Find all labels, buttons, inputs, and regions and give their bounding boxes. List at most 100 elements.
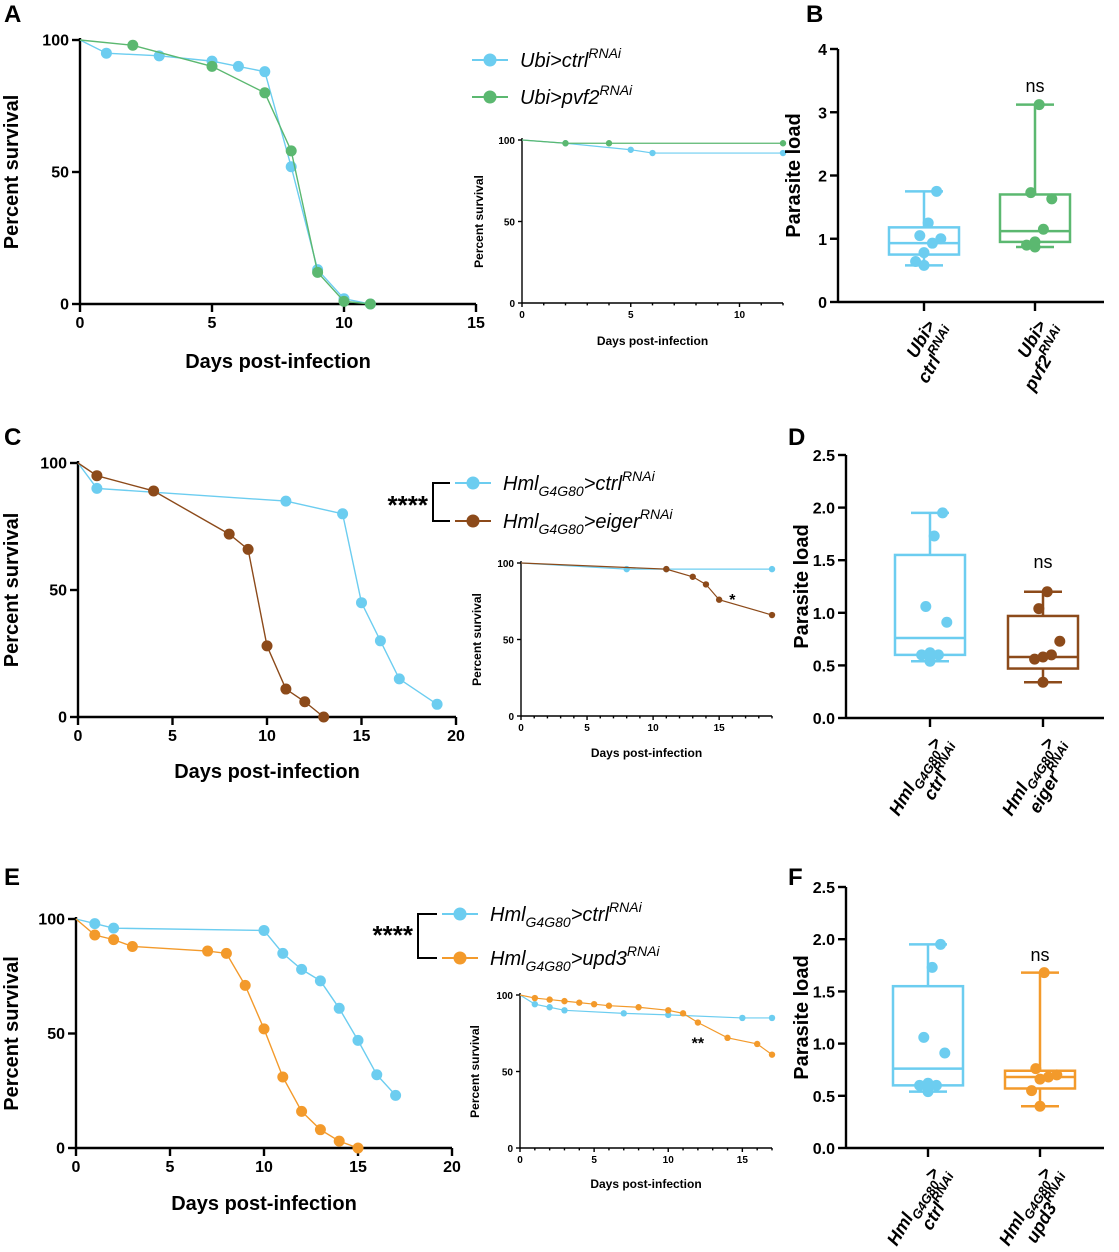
data-point	[127, 39, 139, 51]
y-tick-label: 50	[504, 217, 516, 228]
y-tick-label: 3	[818, 105, 827, 122]
data-point	[89, 929, 101, 941]
y-tick-label: 2.0	[813, 501, 835, 518]
data-point	[338, 295, 350, 307]
chart-D: 0.0 0.5 1.0 1.5 2.0 2.5 Parasite load ns HmlG4G8…	[791, 448, 1104, 819]
legend-text: Hml	[490, 904, 526, 926]
data-point	[296, 963, 308, 975]
data-point	[223, 528, 235, 540]
data-point	[89, 918, 101, 930]
legend-label: Ubi>ctrlRNAi	[520, 45, 622, 72]
data-point	[576, 999, 583, 1006]
data-point	[261, 640, 273, 652]
data-point	[562, 140, 569, 147]
data-point	[724, 1034, 731, 1042]
data-point	[922, 1077, 934, 1089]
data-point	[1037, 223, 1049, 235]
y-tick-label: 2.5	[813, 880, 835, 897]
y-tick-label: 0	[60, 297, 69, 314]
data-point	[937, 507, 949, 519]
y-tick-label: 0	[58, 710, 67, 727]
data-point	[390, 1089, 402, 1101]
data-point	[108, 922, 120, 934]
data-point	[258, 1023, 270, 1035]
legend-text: Hml	[490, 948, 526, 970]
significance-label: ****	[373, 920, 414, 950]
data-point	[627, 146, 634, 153]
y-axis-title: Percent survival	[1, 95, 23, 250]
y-tick-label: 1.0	[813, 606, 835, 623]
data-point	[314, 1124, 326, 1136]
data-point	[431, 698, 443, 710]
data-point	[920, 600, 932, 612]
x-tick-label: 0	[72, 1159, 81, 1176]
data-point	[1030, 1063, 1042, 1075]
significance-label: ns	[1033, 552, 1052, 572]
x-tick-label: 10	[258, 728, 276, 745]
y-tick-label: 50	[503, 635, 515, 646]
category-label: HmlG4G80>eigerRNAi	[998, 734, 1072, 819]
data-point	[939, 1047, 951, 1059]
significance-label: **	[692, 1036, 705, 1053]
data-point	[280, 495, 292, 507]
x-tick-label: 0	[518, 723, 524, 734]
data-point	[531, 994, 539, 1002]
y-tick-label: 2.5	[813, 448, 835, 465]
data-point	[928, 530, 940, 542]
data-point	[561, 1007, 568, 1014]
y-tick-label: 0	[507, 1144, 513, 1155]
legend-text: >ctrl	[571, 904, 610, 926]
legend-marker	[453, 907, 467, 921]
data-point	[1034, 1100, 1046, 1112]
data-point	[277, 1071, 289, 1083]
x-tick-label: 20	[443, 1159, 461, 1176]
data-point	[108, 934, 120, 946]
y-axis-title: Parasite load	[791, 524, 813, 649]
data-point	[280, 683, 292, 695]
legend-text: Hml	[503, 511, 539, 533]
legend-sub: G4G80	[539, 521, 584, 537]
legend-sub: G4G80	[526, 958, 571, 974]
data-point	[364, 298, 376, 310]
data-point	[689, 573, 696, 580]
data-point	[910, 256, 922, 268]
y-axis-title: Percent survival	[1, 956, 23, 1111]
y-tick-label: 0.5	[813, 658, 835, 675]
x-tick-label: 5	[166, 1159, 175, 1176]
data-point	[779, 149, 787, 157]
y-tick-label: 100	[38, 912, 65, 929]
y-tick-label: 100	[498, 136, 515, 147]
data-point	[1033, 603, 1045, 615]
y-tick-label: 100	[496, 991, 513, 1002]
data-point	[932, 649, 944, 661]
data-point	[663, 565, 670, 573]
y-tick-label: 1.0	[813, 1037, 835, 1054]
data-point	[924, 655, 936, 667]
legend-label: HmlG4G80>eigerRNAi	[503, 506, 673, 537]
x-tick-label: 10	[335, 315, 353, 332]
panel-label-E: E	[4, 864, 20, 891]
data-point	[202, 945, 214, 957]
panel-label-B: B	[806, 1, 823, 28]
data-point	[1038, 967, 1050, 979]
data-point	[259, 66, 271, 78]
panel-label-C: C	[4, 424, 21, 451]
y-tick-label: 100	[497, 559, 514, 570]
legend-text: Ubi>pvf2	[520, 87, 600, 109]
x-tick-label: 15	[467, 315, 485, 332]
significance-bracket	[432, 482, 450, 522]
x-axis-title: Days post-infection	[174, 761, 360, 783]
data-point	[277, 947, 289, 959]
x-tick-label: 15	[353, 728, 371, 745]
legend-sup: RNAi	[588, 45, 622, 61]
data-point	[1042, 1071, 1054, 1083]
data-point	[232, 60, 244, 72]
legend-marker	[453, 951, 467, 965]
data-point	[242, 543, 254, 555]
legend-sup: RNAi	[627, 943, 661, 959]
data-point	[918, 1031, 930, 1043]
x-tick-label: 15	[349, 1159, 367, 1176]
